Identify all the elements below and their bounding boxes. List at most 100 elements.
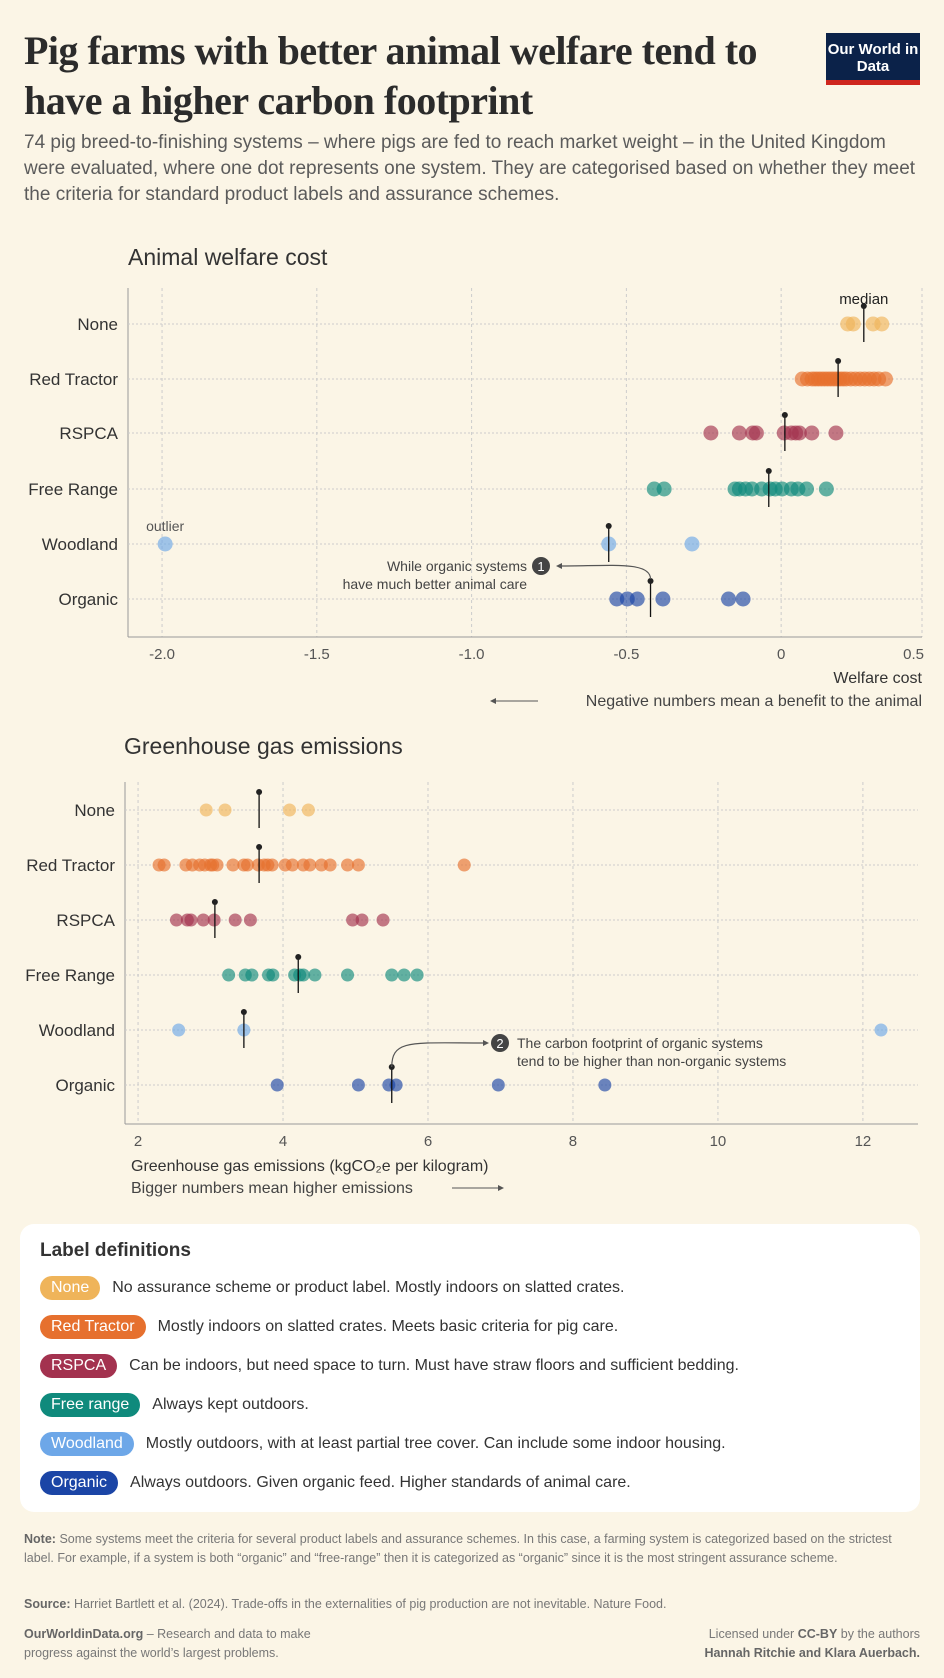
welfare-chart-title: Animal welfare cost [128, 244, 328, 270]
dot-rspca [207, 913, 221, 927]
x-tick-label: 6 [424, 1133, 432, 1150]
row-label-free-range: Free Range [25, 966, 115, 985]
dot-red-tractor [210, 858, 224, 872]
annotation-number: 2 [496, 1036, 503, 1051]
x-tick-label: 0 [777, 646, 785, 663]
legend-pill: Woodland [40, 1432, 134, 1456]
dot-none [218, 803, 232, 817]
dot-rspca [243, 913, 257, 927]
dot-red-tractor [265, 858, 279, 872]
legend-description: Always outdoors. Given organic feed. Hig… [130, 1474, 631, 1491]
emissions-chart: 2 4 6 8 10 12 None Red Tractor RSPCA Free Range Wo… [25, 782, 918, 1197]
x-tick-label: -2.0 [149, 646, 175, 663]
dot-none [301, 803, 315, 817]
dot-red-tractor [341, 858, 355, 872]
dot-organic [598, 1078, 612, 1092]
arrowhead-icon [556, 563, 562, 569]
tagline: – Research and data to make progress aga… [24, 1627, 311, 1660]
outlier-label: outlier [146, 518, 184, 534]
welfare-chart: -2.0 -1.5 -1.0 -0.5 0 0.5 None Red Tractor RSPCA… [28, 288, 924, 710]
annotation-arrow [559, 564, 652, 580]
x-axis-note: Negative numbers mean a benefit to the a… [586, 693, 922, 710]
license-link[interactable]: CC-BY [797, 1627, 838, 1641]
dot-free-range [656, 481, 672, 497]
median-marker-red-tractor [835, 358, 842, 364]
legend-panel [20, 1224, 920, 1512]
note-text: Some systems meet the criteria for sever… [24, 1532, 892, 1565]
legend-description: Mostly indoors on slatted crates. Meets … [157, 1318, 619, 1335]
dot-organic [609, 591, 625, 607]
legend-description: Always kept outdoors. [152, 1396, 309, 1413]
dot-woodland [684, 536, 700, 552]
legend-title: Label definitions [40, 1240, 191, 1261]
dot-free-range [341, 968, 355, 982]
legend-item-red-tractor: Red Tractor Mostly indoors on slatted cra… [40, 1314, 618, 1340]
footer-note: Note: Some systems meet the criteria for… [24, 1530, 924, 1568]
dot-rspca [791, 425, 807, 441]
dot-rspca [346, 913, 360, 927]
site-link[interactable]: OurWorldinData.org [24, 1627, 144, 1641]
median-marker-woodland [605, 523, 612, 529]
dot-free-range [308, 968, 322, 982]
row-label-rspca: RSPCA [59, 424, 118, 443]
dot-rspca [169, 913, 183, 927]
median-marker-rspca [781, 412, 788, 418]
row-label-red-tractor: Red Tractor [29, 370, 118, 389]
dot-rspca [748, 425, 764, 441]
median-marker-free-range [765, 468, 772, 474]
chart-subtitle: 74 pig breed-to-finishing systems – wher… [24, 132, 916, 205]
x-tick-label: 0.5 [903, 646, 924, 663]
dot-rspca [355, 913, 369, 927]
legend-item-organic: Organic Always outdoors. Given organic fe… [40, 1470, 631, 1496]
dot-organic [389, 1078, 403, 1092]
dot-free-range [266, 968, 280, 982]
median-marker-none [256, 789, 263, 795]
dot-red-tractor [226, 858, 240, 872]
x-axis-label: Welfare cost [833, 670, 922, 687]
x-tick-label: -0.5 [613, 646, 639, 663]
dot-free-range [799, 481, 815, 497]
chart-title: Pig farms with better animal welfare ten… [24, 28, 758, 123]
source-text: Harriet Bartlett et al. (2024). Trade-of… [74, 1597, 667, 1611]
x-axis-label: Greenhouse gas emissions (kgCO₂e per kil… [131, 1158, 488, 1175]
emissions-chart-title: Greenhouse gas emissions [124, 733, 403, 759]
legend-description: No assurance scheme or product label. Mo… [112, 1279, 625, 1296]
legend-description: Can be indoors, but need space to turn. … [129, 1357, 739, 1374]
dot-organic [721, 591, 737, 607]
row-label-woodland: Woodland [39, 1021, 115, 1040]
median-marker-red-tractor [256, 844, 263, 850]
row-label-free-range: Free Range [28, 480, 118, 499]
dot-rspca [196, 913, 210, 927]
dot-free-range [397, 968, 411, 982]
x-tick-label: 12 [855, 1133, 872, 1150]
row-label-organic: Organic [58, 590, 118, 609]
dot-free-range [296, 968, 310, 982]
dot-none [199, 803, 213, 817]
dot-red-tractor [877, 371, 893, 387]
legend-pill: None [40, 1276, 101, 1300]
dot-none [283, 803, 297, 817]
arrowhead-icon [483, 1040, 489, 1046]
dot-woodland [157, 536, 173, 552]
dot-organic [655, 591, 671, 607]
source-label: Source: [24, 1597, 71, 1611]
dot-red-tractor [457, 858, 471, 872]
note-label: Note: [24, 1532, 56, 1546]
owid-logo[interactable]: Our World in Data [826, 33, 920, 85]
x-tick-label: 10 [710, 1133, 727, 1150]
legend-pill: Red Tractor [40, 1315, 146, 1339]
right-arrow-icon [498, 1185, 504, 1191]
dot-rspca [376, 913, 390, 927]
x-tick-label: 4 [279, 1133, 287, 1150]
legend-description: Mostly outdoors, with at least partial t… [145, 1435, 726, 1452]
dot-red-tractor [285, 858, 299, 872]
dot-free-range [818, 481, 834, 497]
row-label-none: None [77, 315, 118, 334]
annotation-text: have much better animal care [343, 576, 528, 592]
annotation-text: While organic systems [387, 558, 527, 574]
dot-red-tractor [157, 858, 171, 872]
annotation-number: 1 [537, 559, 544, 574]
row-label-red-tractor: Red Tractor [26, 856, 115, 875]
dot-rspca [828, 425, 844, 441]
dot-red-tractor [323, 858, 337, 872]
